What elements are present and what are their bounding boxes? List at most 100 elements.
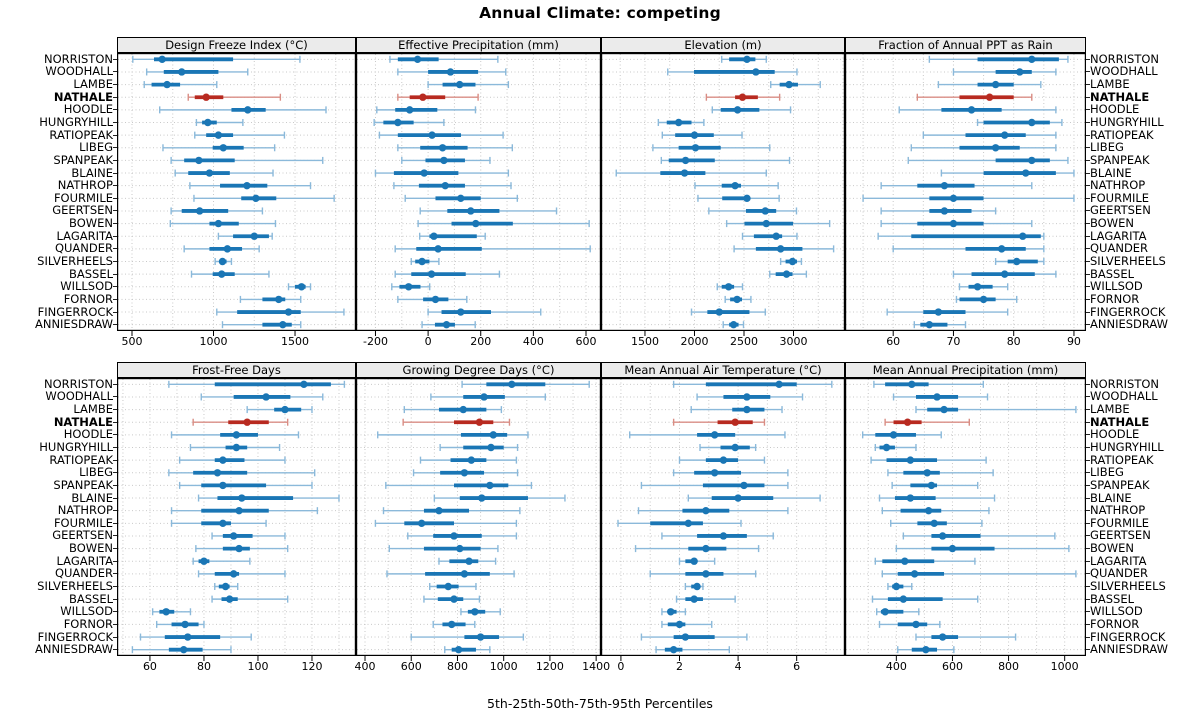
row-tick bbox=[113, 636, 117, 638]
percentile-row bbox=[873, 380, 985, 389]
site-label-left: WOODHALL bbox=[45, 64, 113, 79]
percentile-row bbox=[881, 570, 1077, 578]
percentile-row bbox=[877, 232, 1045, 240]
site-label-left: FOURMILE bbox=[53, 190, 113, 205]
panel-border bbox=[845, 378, 1087, 656]
row-tick bbox=[113, 560, 117, 562]
percentile-row bbox=[884, 418, 970, 426]
percentile-row bbox=[159, 106, 327, 114]
axis-tick-label: 1500 bbox=[281, 335, 310, 348]
median-dot bbox=[219, 144, 227, 152]
percentile-row bbox=[637, 506, 789, 515]
row-tick bbox=[113, 434, 117, 436]
percentile-row bbox=[940, 169, 1075, 177]
site-label-right: QUANDER bbox=[1090, 566, 1149, 581]
row-tick bbox=[1086, 560, 1090, 562]
percentile-row bbox=[397, 68, 507, 76]
median-dot bbox=[475, 418, 484, 426]
site-label-right: LAGARITA bbox=[1090, 228, 1147, 243]
percentile-row bbox=[412, 469, 519, 477]
percentile-row bbox=[886, 308, 1009, 316]
row-tick bbox=[113, 84, 117, 86]
percentile-row bbox=[438, 557, 497, 565]
percentile-row bbox=[401, 156, 491, 165]
axis-tick-label: 600 bbox=[575, 335, 597, 348]
percentile-row bbox=[733, 245, 835, 253]
panel-title: Growing Degree Days (°C) bbox=[402, 363, 555, 377]
median-dot bbox=[262, 393, 270, 401]
row-tick bbox=[1086, 434, 1090, 436]
site-label-right: WOODHALL bbox=[1090, 389, 1158, 404]
percentile-row bbox=[660, 156, 791, 165]
median-dot bbox=[925, 320, 934, 329]
median-dot bbox=[487, 443, 495, 452]
percentile-row bbox=[397, 144, 514, 152]
percentile-row bbox=[652, 144, 771, 152]
percentile-row bbox=[178, 481, 313, 490]
row-tick bbox=[113, 510, 117, 512]
panel-border bbox=[845, 53, 1087, 331]
axis-tick-label: 0 bbox=[617, 660, 625, 673]
row-tick bbox=[113, 421, 117, 423]
site-label-right: FOURMILE bbox=[1090, 515, 1150, 530]
median-dot bbox=[899, 595, 908, 603]
row-tick bbox=[1086, 447, 1090, 448]
row-tick bbox=[113, 122, 117, 123]
median-dot bbox=[200, 557, 208, 565]
median-dot bbox=[743, 194, 751, 203]
median-dot bbox=[232, 431, 241, 439]
percentile-row bbox=[410, 633, 525, 641]
panel-title: Elevation (m) bbox=[684, 38, 762, 52]
percentile-row bbox=[711, 106, 792, 114]
row-tick bbox=[113, 71, 117, 73]
median-dot bbox=[1019, 232, 1027, 240]
row-tick bbox=[113, 447, 117, 448]
row-tick bbox=[113, 273, 117, 275]
median-dot bbox=[418, 257, 426, 266]
percentile-row bbox=[397, 295, 468, 304]
median-dot bbox=[724, 283, 733, 291]
site-label-right: GEERTSEN bbox=[1090, 528, 1151, 543]
percentile-row bbox=[461, 380, 590, 389]
percentile-row bbox=[678, 557, 716, 565]
site-label-right: HUNGRYHILL bbox=[1090, 115, 1164, 129]
percentile-row bbox=[887, 582, 913, 591]
percentile-row bbox=[221, 320, 302, 329]
row-tick bbox=[1086, 71, 1090, 73]
median-dot bbox=[785, 80, 793, 89]
axis-tick-label: 80 bbox=[196, 660, 211, 673]
row-tick bbox=[1086, 122, 1090, 123]
site-label-left: BASSEL bbox=[68, 591, 113, 606]
percentile-row bbox=[634, 544, 760, 553]
site-label-left: QUANDER bbox=[54, 566, 113, 581]
median-dot bbox=[901, 557, 909, 565]
axis-tick-label: -200 bbox=[362, 335, 388, 348]
percentile-row bbox=[874, 557, 976, 565]
site-label-left: SILVERHEELS bbox=[37, 254, 113, 268]
row-tick bbox=[113, 235, 117, 237]
percentile-row bbox=[721, 55, 767, 64]
row-tick bbox=[113, 223, 117, 225]
row-tick bbox=[113, 185, 117, 187]
percentile-row bbox=[197, 570, 286, 578]
median-dot bbox=[467, 207, 475, 215]
median-dot bbox=[731, 181, 739, 190]
median-dot bbox=[459, 405, 467, 414]
site-label-right: BLAINE bbox=[1090, 490, 1132, 505]
median-dot bbox=[940, 207, 949, 215]
panel-plot-area bbox=[356, 378, 602, 661]
median-dot bbox=[948, 544, 957, 553]
site-label-right: WILLSOD bbox=[1090, 279, 1143, 294]
median-dot bbox=[279, 320, 287, 329]
row-tick bbox=[113, 484, 117, 486]
row-tick bbox=[113, 535, 117, 537]
median-dot bbox=[940, 405, 948, 414]
site-label-left: LIBEG bbox=[79, 140, 113, 155]
percentile-row bbox=[690, 405, 783, 414]
percentile-row bbox=[994, 257, 1045, 266]
median-dot bbox=[471, 608, 479, 616]
median-dot bbox=[163, 80, 171, 89]
row-tick bbox=[113, 649, 117, 651]
percentile-row bbox=[928, 55, 1069, 64]
median-dot bbox=[428, 131, 436, 139]
